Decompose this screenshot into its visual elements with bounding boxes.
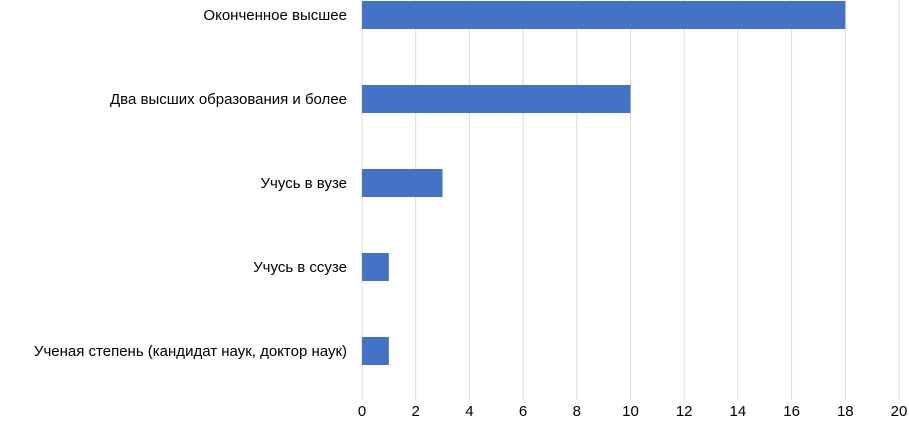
bar-4 — [362, 253, 389, 281]
x-tick-label: 0 — [358, 403, 366, 418]
category-label: Учусь в ссузе — [253, 259, 347, 276]
x-tick-label: 2 — [412, 403, 420, 418]
bar-5 — [362, 337, 389, 365]
x-tick-label: 4 — [465, 403, 473, 418]
x-tick-label: 10 — [622, 403, 639, 418]
category-label: Два высших образования и более — [110, 91, 347, 108]
category-label: Оконченное высшее — [203, 7, 347, 24]
grid-lines — [361, 0, 900, 400]
x-tick-label: 8 — [573, 403, 581, 418]
x-tick-label: 6 — [519, 403, 527, 418]
category-label: Ученая степень (кандидат наук, доктор на… — [34, 343, 347, 360]
bar-1 — [362, 1, 846, 29]
bars — [362, 1, 846, 365]
x-tick-label: 18 — [837, 403, 854, 418]
x-tick-label: 16 — [783, 403, 800, 418]
x-tick-label: 12 — [676, 403, 693, 418]
bar-2 — [362, 85, 631, 113]
bar-3 — [362, 169, 443, 197]
x-tick-label: 14 — [730, 403, 747, 418]
category-label: Учусь в вузе — [261, 175, 347, 192]
x-tick-labels: 0 2 4 6 8 10 12 14 16 18 20 — [358, 403, 908, 420]
category-labels: Оконченное высшее Два высших образования … — [34, 7, 347, 360]
x-tick-label: 20 — [891, 403, 908, 418]
